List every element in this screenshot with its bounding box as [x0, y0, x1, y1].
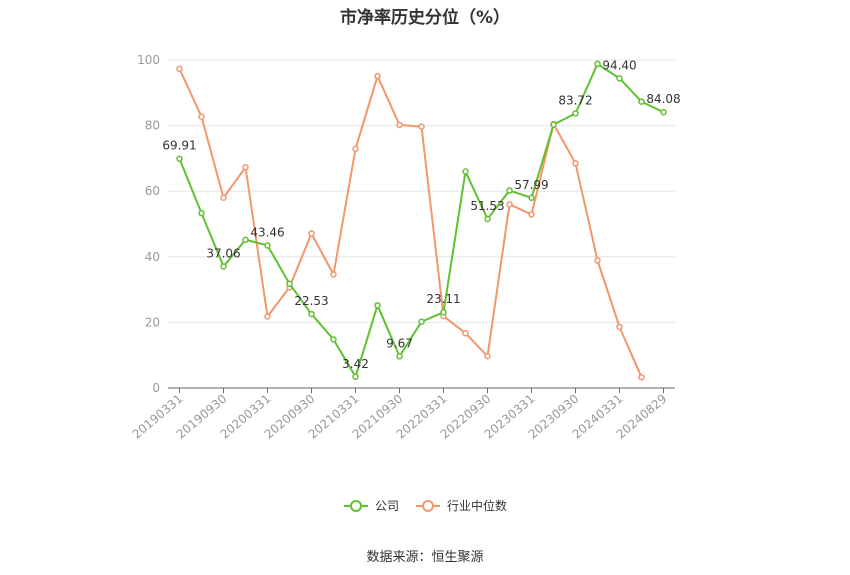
- y-tick-label: 20: [145, 315, 160, 329]
- data-label: 83.72: [558, 93, 592, 107]
- data-point-industry-median: [352, 145, 359, 153]
- data-point-industry-median: [638, 373, 645, 381]
- data-point-company: [440, 308, 447, 316]
- data-point-industry-median: [242, 164, 249, 171]
- data-point-company: [330, 336, 337, 343]
- data-point-company: [550, 121, 557, 128]
- chart-title: 市净率历史分位（%）: [339, 8, 511, 28]
- data-label: 9.67: [386, 336, 413, 350]
- y-tick-label: 0: [152, 381, 160, 395]
- data-point-industry-median: [418, 123, 425, 130]
- data-point-industry-median: [462, 329, 469, 337]
- data-point-company: [594, 60, 601, 68]
- legend-item-industry-median[interactable]: 行业中位数: [415, 497, 507, 514]
- data-point-company: [506, 187, 513, 194]
- data-label: 57.99: [514, 178, 548, 192]
- data-point-industry-median: [572, 160, 579, 167]
- data-point-industry-median: [374, 72, 381, 80]
- data-point-industry-median: [594, 257, 601, 264]
- data-point-company: [660, 108, 667, 116]
- legend-marker-company: [343, 499, 368, 512]
- data-label: 43.46: [250, 225, 284, 239]
- data-point-company: [220, 263, 227, 270]
- data-point-company: [198, 209, 205, 217]
- data-label: 94.40: [602, 58, 636, 72]
- data-point-company: [396, 353, 403, 360]
- data-point-industry-median: [506, 201, 513, 208]
- data-point-company: [352, 373, 359, 381]
- legend-item-company[interactable]: 公司: [343, 497, 399, 514]
- data-labels: 69.91 37.06 43.46 22.53 3.42 9.67 23.11 51.53 57…: [162, 58, 680, 370]
- data-point-company: [418, 318, 425, 325]
- data-point-industry-median: [528, 211, 535, 218]
- source-note: 数据来源：恒生聚源: [366, 550, 484, 565]
- data-point-company: [638, 98, 645, 105]
- data-point-industry-median: [484, 352, 491, 360]
- legend: 公司 行业中位数: [0, 497, 850, 514]
- data-label: 23.11: [426, 292, 460, 306]
- data-point-company: [572, 110, 579, 117]
- legend-label-industry-median: 行业中位数: [447, 499, 508, 513]
- data-point-company: [286, 280, 293, 287]
- data-point-industry-median: [198, 113, 205, 120]
- data-point-industry-median: [396, 121, 403, 129]
- data-label: 84.08: [646, 92, 680, 106]
- data-point-company: [176, 155, 183, 162]
- y-tick-label: 60: [145, 184, 160, 198]
- data-point-company: [264, 242, 271, 249]
- data-point-company: [374, 302, 381, 309]
- legend-marker-industry-median: [416, 499, 440, 512]
- data-point-company: [616, 75, 623, 82]
- data-label: 51.53: [470, 199, 504, 213]
- data-point-company: [462, 168, 469, 175]
- legend-label-company: 公司: [374, 499, 399, 513]
- data-point-industry-median: [330, 271, 337, 278]
- data-point-company: [484, 215, 491, 223]
- data-point-industry-median: [308, 230, 315, 237]
- data-label: 22.53: [294, 294, 328, 308]
- data-label: 69.91: [162, 139, 196, 153]
- data-label: 3.42: [342, 357, 369, 371]
- series-lines: [176, 60, 667, 381]
- series-line-company: [178, 62, 664, 378]
- y-tick-label: 100: [137, 53, 160, 67]
- data-point-industry-median: [616, 323, 623, 331]
- data-point-company: [308, 310, 315, 318]
- data-point-industry-median: [220, 194, 227, 202]
- grid-lines: [168, 59, 675, 323]
- y-tick-label: 40: [145, 250, 160, 264]
- data-point-company: [528, 194, 535, 202]
- data-label: 37.06: [206, 246, 240, 260]
- y-tick-label: 80: [145, 119, 160, 133]
- data-point-industry-median: [264, 313, 271, 320]
- data-point-industry-median: [176, 65, 183, 73]
- data-point-company: [242, 236, 249, 243]
